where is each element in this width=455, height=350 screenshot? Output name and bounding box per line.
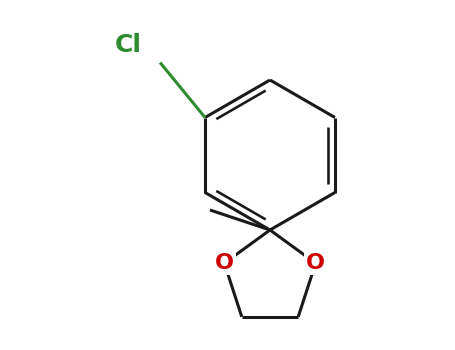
Text: O: O: [215, 253, 234, 273]
Text: O: O: [306, 253, 325, 273]
Text: Cl: Cl: [115, 34, 142, 57]
